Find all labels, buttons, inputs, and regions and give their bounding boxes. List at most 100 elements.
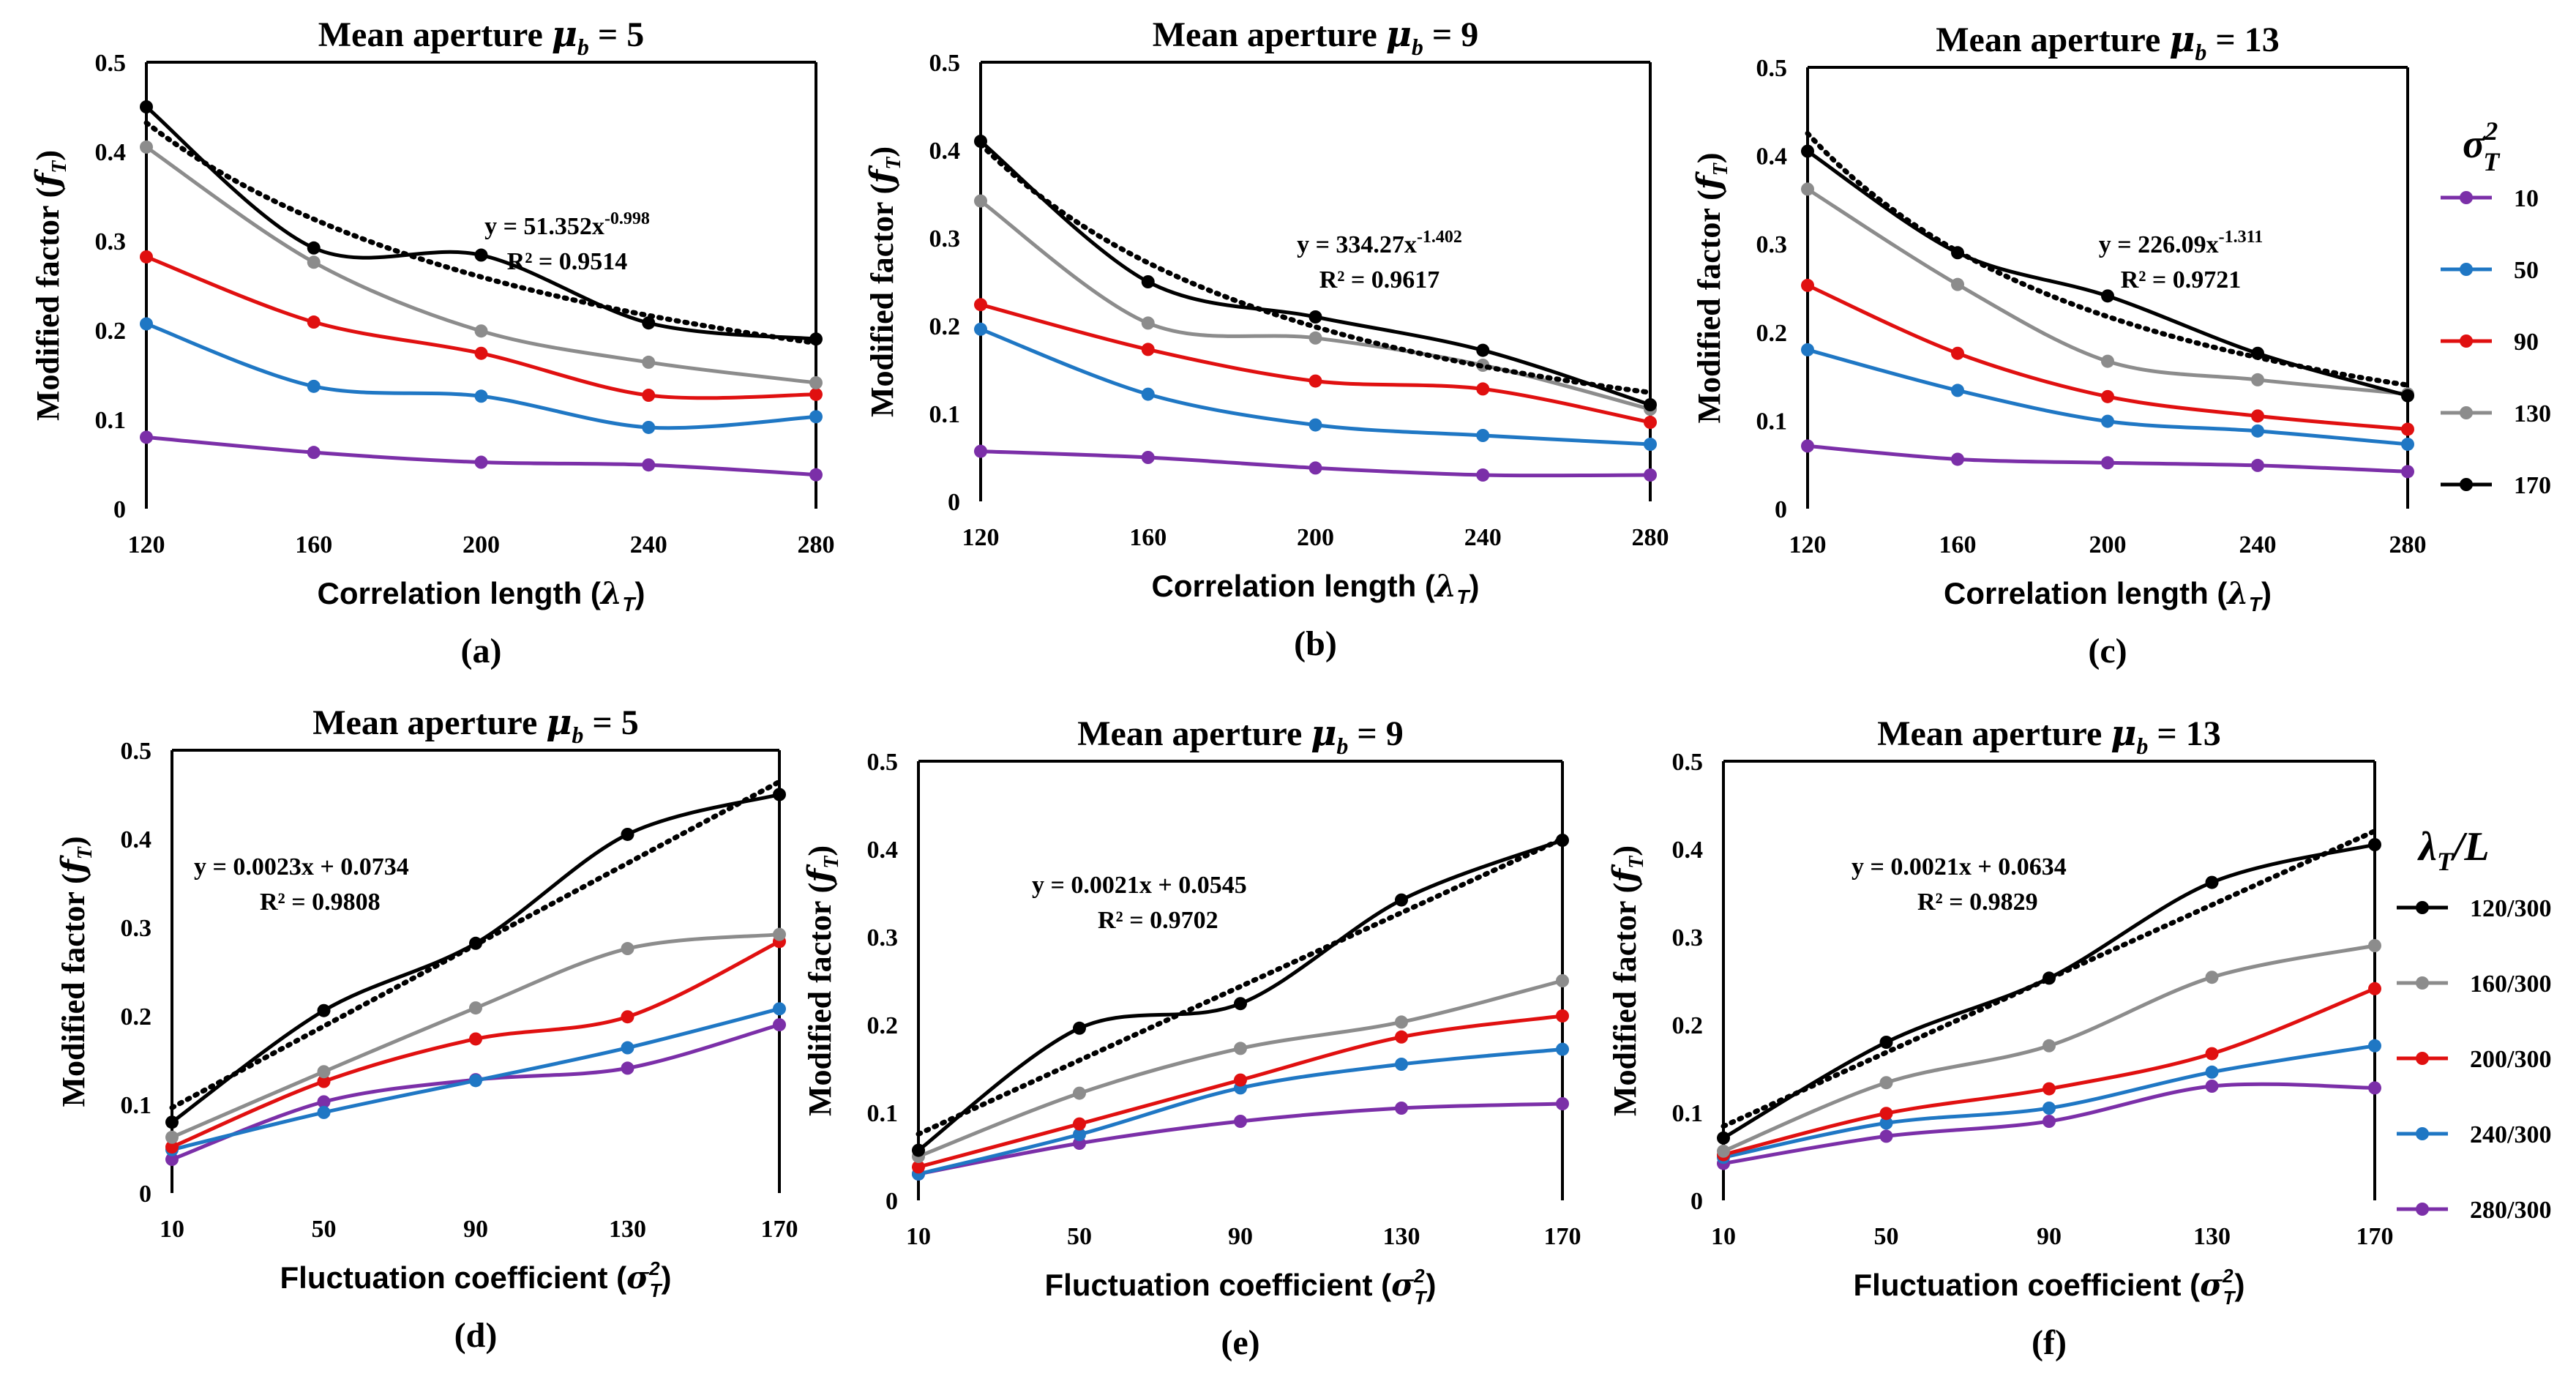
legend-swatch-marker: [2460, 406, 2473, 419]
data-point: [1234, 1042, 1247, 1055]
data-point: [1644, 438, 1657, 451]
trend-r-squared: R² = 0.9702: [1098, 907, 1218, 934]
y-tick-label: 0: [886, 1188, 898, 1215]
data-point: [773, 788, 786, 801]
data-point: [2368, 982, 2381, 995]
x-axis-label: Correlation length (λT): [1152, 568, 1480, 608]
x-tick-label: 160: [1939, 531, 1977, 558]
data-point: [621, 942, 634, 956]
data-point: [1717, 1131, 1730, 1145]
legend-item-label: 160/300: [2470, 971, 2551, 998]
trend-r-squared: R² = 0.9721: [2121, 266, 2242, 294]
x-tick-label: 50: [1067, 1223, 1092, 1250]
data-point: [1476, 382, 1490, 396]
data-point: [2205, 1080, 2219, 1093]
data-point: [809, 375, 823, 389]
y-tick-label: 0.1: [121, 1092, 152, 1119]
data-point: [642, 458, 656, 472]
data-point: [474, 455, 488, 469]
chart-panel: Mean aperture μb = 13 0 0.1 0.2 0.3 0.4 0.5 120…: [1690, 19, 2427, 670]
series-line: [146, 322, 817, 430]
y-axis-label: Modified factor (fT): [1606, 845, 1648, 1116]
data-point: [773, 927, 786, 941]
trendline: [978, 141, 1653, 395]
data-point: [2368, 838, 2381, 851]
trend-r-squared: R² = 0.9829: [1917, 889, 2038, 916]
data-point: [474, 346, 488, 360]
data-point: [1308, 331, 1322, 345]
data-point: [621, 1010, 634, 1024]
data-point: [1644, 398, 1657, 411]
legend-swatch-marker: [2416, 901, 2429, 914]
x-tick-label: 240: [2239, 531, 2277, 558]
x-tick-label: 50: [312, 1216, 337, 1243]
data-point: [1476, 343, 1490, 357]
data-point: [1141, 451, 1155, 464]
x-tick-label: 10: [160, 1216, 184, 1243]
data-point: [642, 355, 656, 369]
y-tick-label: 0.5: [121, 738, 152, 765]
data-point: [1476, 429, 1490, 442]
y-tick-label: 0: [948, 489, 960, 516]
data-point: [1234, 1115, 1247, 1128]
data-point: [1879, 1036, 1893, 1049]
y-tick-label: 0.5: [95, 50, 127, 77]
trend-r-squared: R² = 0.9514: [507, 248, 628, 275]
data-point: [621, 1041, 634, 1055]
data-point: [809, 387, 823, 401]
y-tick-label: 0.1: [1756, 408, 1788, 435]
legend-item-label: 200/300: [2470, 1046, 2551, 1073]
chart-title: Mean aperture μb = 5: [312, 702, 639, 748]
x-tick-label: 240: [1464, 524, 1502, 551]
x-tick-label: 200: [1297, 524, 1334, 551]
data-point: [2205, 875, 2219, 889]
data-point: [621, 827, 634, 841]
x-tick-label: 170: [1544, 1223, 1581, 1250]
data-point: [140, 250, 153, 263]
data-point: [974, 194, 987, 208]
data-point: [2101, 354, 2114, 368]
x-tick-label: 280: [2389, 531, 2427, 558]
data-point: [642, 316, 656, 330]
y-tick-label: 0.2: [867, 1012, 899, 1039]
data-point: [974, 444, 987, 458]
data-point: [317, 1003, 331, 1017]
legend-swatch-marker: [2416, 976, 2429, 990]
y-tick-label: 0.5: [1756, 55, 1788, 82]
data-point: [1073, 1086, 1086, 1100]
data-point: [1556, 834, 1569, 847]
x-axis-label: Correlation length (λT): [318, 575, 645, 616]
data-point: [642, 420, 656, 434]
panel-label: (e): [1221, 1323, 1259, 1362]
y-tick-label: 0.1: [1672, 1100, 1704, 1127]
data-point: [140, 140, 153, 154]
data-point: [773, 1002, 786, 1016]
data-point: [307, 446, 321, 460]
y-tick-label: 0: [113, 496, 126, 523]
data-point: [1556, 1097, 1569, 1110]
y-tick-label: 0.3: [1672, 924, 1704, 952]
data-point: [307, 241, 321, 255]
chart-panel: Mean aperture μb = 9 0 0.1 0.2 0.3 0.4 0.5 10 50…: [801, 713, 1581, 1362]
chart-panel: Mean aperture μb = 9 0 0.1 0.2 0.3 0.4 0.5 120 1…: [864, 14, 1669, 663]
trendline: [1721, 829, 2378, 1129]
chart-panel: Mean aperture μb = 5 0 0.1 0.2 0.3 0.4 0.5 120 1…: [29, 14, 835, 670]
panel-label: (b): [1294, 624, 1337, 663]
y-tick-label: 0.4: [1672, 837, 1704, 864]
data-point: [2401, 422, 2414, 436]
y-tick-label: 0.2: [1756, 320, 1788, 347]
chart-title: Mean aperture μb = 9: [1153, 14, 1479, 60]
data-point: [1234, 1073, 1247, 1087]
legend-item-label: 130: [2514, 400, 2551, 427]
y-tick-label: 0: [1690, 1188, 1703, 1215]
x-tick-label: 280: [1632, 524, 1669, 551]
data-point: [2101, 456, 2114, 470]
data-point: [912, 1143, 925, 1157]
data-point: [2368, 939, 2381, 952]
y-tick-label: 0.5: [929, 50, 961, 77]
data-point: [2043, 1115, 2056, 1128]
data-point: [2205, 971, 2219, 984]
y-axis-label: Modified factor (fT): [1690, 152, 1732, 423]
x-axis-label: Fluctuation coefficient (σ2 T): [280, 1257, 672, 1301]
y-tick-label: 0.4: [1756, 143, 1788, 171]
